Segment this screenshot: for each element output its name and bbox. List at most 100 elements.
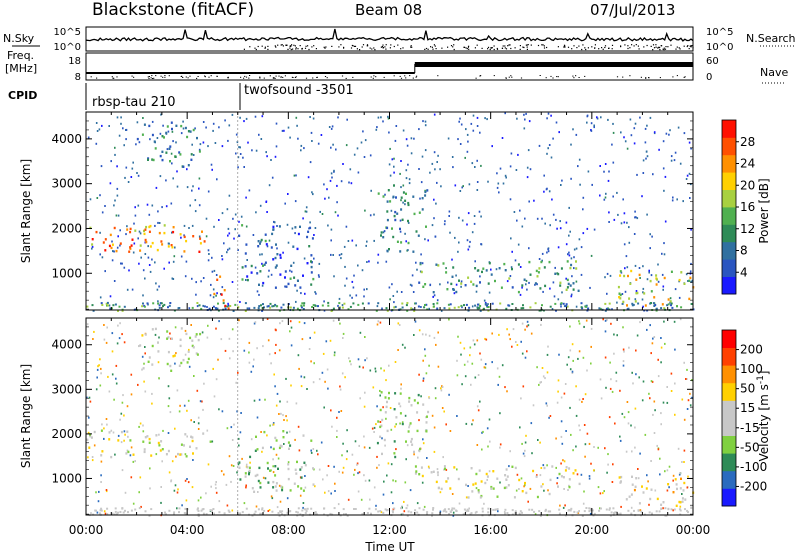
echo-region-cell	[166, 362, 169, 366]
colorbar-tick-label: 24	[740, 157, 755, 171]
echo-scatter	[644, 141, 647, 144]
echo-region-cell	[472, 283, 475, 286]
echo-scatter	[123, 266, 126, 269]
echo-scatter	[143, 362, 145, 365]
echo-scatter	[258, 293, 260, 296]
echo-region-cell	[307, 230, 310, 233]
echo-region-cell	[150, 454, 153, 457]
noise-search-dot	[655, 46, 657, 48]
nave-dot	[210, 75, 212, 77]
echo-region-cell	[182, 358, 185, 362]
echo-region-cell	[641, 485, 643, 488]
echo-region-cell	[294, 226, 297, 229]
echo-scatter	[533, 199, 535, 202]
echo-scatter	[205, 126, 207, 129]
echo-region-cell	[151, 158, 154, 161]
echo-scatter	[306, 388, 308, 390]
echo-scatter	[100, 165, 103, 168]
echo-near-range	[342, 508, 345, 511]
nave-dot	[292, 77, 294, 78]
echo-scatter	[641, 195, 643, 198]
echo-near-range	[588, 507, 591, 510]
echo-region-cell	[293, 482, 296, 485]
echo-region-cell	[142, 440, 145, 443]
nave-dot	[584, 75, 586, 77]
echo-region-cell	[407, 219, 409, 223]
echo-scatter	[563, 392, 566, 395]
echo-region-cell	[248, 469, 251, 472]
echo-scatter	[567, 253, 569, 256]
echo-scatter	[517, 153, 519, 156]
echo-scatter	[534, 283, 536, 286]
echo-scatter	[666, 489, 669, 492]
echo-scatter	[463, 347, 466, 350]
noise-search-dot	[633, 45, 635, 47]
echo-scatter	[578, 320, 580, 323]
echo-scatter	[584, 443, 587, 446]
echo-scatter	[428, 334, 431, 337]
echo-region-cell	[198, 150, 201, 153]
echo-scatter	[546, 371, 549, 374]
echo-scatter	[402, 184, 405, 187]
velocity-panel	[85, 317, 694, 516]
echo-scatter	[532, 404, 535, 407]
echo-scatter	[569, 230, 571, 233]
echo-scatter	[511, 345, 513, 348]
echo-scatter	[460, 353, 462, 356]
echo-scatter	[388, 131, 390, 134]
echo-region-cell	[216, 278, 219, 281]
echo-region-cell	[426, 189, 429, 192]
echo-scatter	[256, 347, 258, 350]
echo-region-cell	[496, 495, 499, 498]
colorbar-swatch	[722, 120, 736, 138]
echo-region-cell	[203, 240, 206, 243]
echo-near-range	[354, 508, 357, 510]
echo-region-cell	[551, 465, 554, 468]
echo-region-cell	[111, 243, 114, 246]
noise-search-dot	[688, 48, 690, 50]
echo-scatter	[459, 341, 462, 344]
nave-dot	[164, 76, 166, 78]
echo-scatter	[660, 346, 663, 349]
noise-search-dot	[359, 49, 361, 51]
echo-scatter	[260, 431, 262, 433]
echo-scatter	[238, 444, 240, 447]
echo-scatter	[295, 174, 297, 177]
echo-scatter	[476, 181, 479, 183]
echo-scatter	[221, 258, 224, 261]
echo-scatter	[227, 304, 230, 307]
echo-region-cell	[505, 468, 508, 471]
echo-region-cell	[219, 275, 222, 278]
noise-search-dot	[299, 45, 301, 47]
echo-scatter	[649, 324, 651, 327]
echo-scatter	[519, 266, 522, 268]
echo-scatter	[309, 116, 311, 118]
echo-scatter	[520, 397, 522, 400]
echo-scatter	[137, 383, 139, 386]
echo-scatter	[569, 349, 572, 352]
echo-region-cell	[478, 469, 481, 472]
echo-scatter	[579, 183, 581, 186]
echo-scatter	[424, 354, 427, 357]
echo-near-range	[539, 514, 542, 517]
echo-scatter	[624, 140, 627, 143]
echo-near-range	[478, 307, 481, 310]
echo-scatter	[657, 358, 659, 361]
echo-region-cell	[312, 483, 315, 486]
echo-region-cell	[679, 487, 682, 490]
echo-region-cell	[393, 408, 396, 411]
echo-near-range	[479, 309, 482, 312]
echo-scatter	[604, 356, 607, 359]
echo-scatter	[531, 452, 533, 455]
echo-scatter	[359, 331, 362, 334]
echo-scatter	[206, 336, 209, 339]
echo-scatter	[413, 334, 415, 336]
echo-region-cell	[192, 235, 195, 238]
nave-dot	[245, 76, 248, 78]
echo-region-cell	[419, 447, 421, 451]
echo-region-cell	[275, 243, 277, 246]
echo-scatter	[689, 392, 691, 395]
nave-dot	[400, 77, 403, 79]
echo-scatter	[372, 386, 375, 389]
echo-near-range	[533, 510, 536, 513]
